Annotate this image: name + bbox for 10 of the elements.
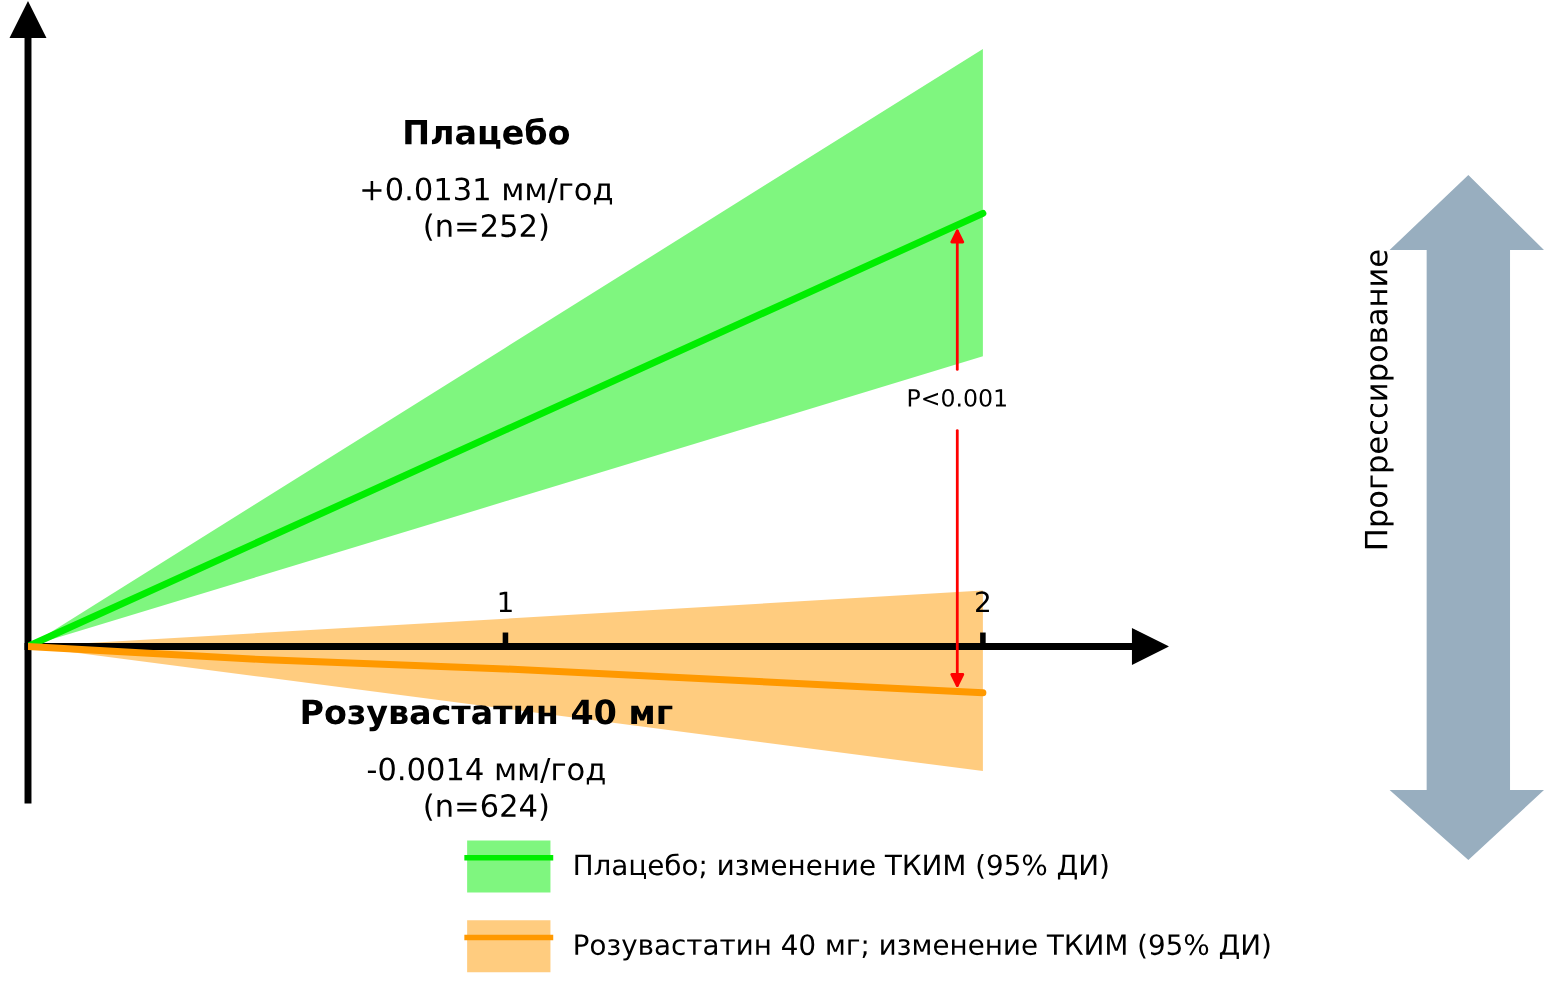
text: -0.0014 мм/год (n=624) [367,757,605,821]
legend-label: Плацебо; изменение ТКИМ (95% ДИ) [575,853,1108,880]
text: Плацебо [405,117,570,149]
text: Прогрессирование [1364,250,1394,549]
x-tick-label: 2 [976,591,989,612]
annotation: +0.0131 мм/год (n=252) [362,177,613,241]
legend-label: Розувастатин 40 мг; изменение ТКИМ (95% ДИ) [575,933,1270,961]
annotation: P<0.001 [908,388,1006,407]
x-tick-label: 1 [499,591,512,612]
text: Розувастатин 40 мг [302,699,673,732]
